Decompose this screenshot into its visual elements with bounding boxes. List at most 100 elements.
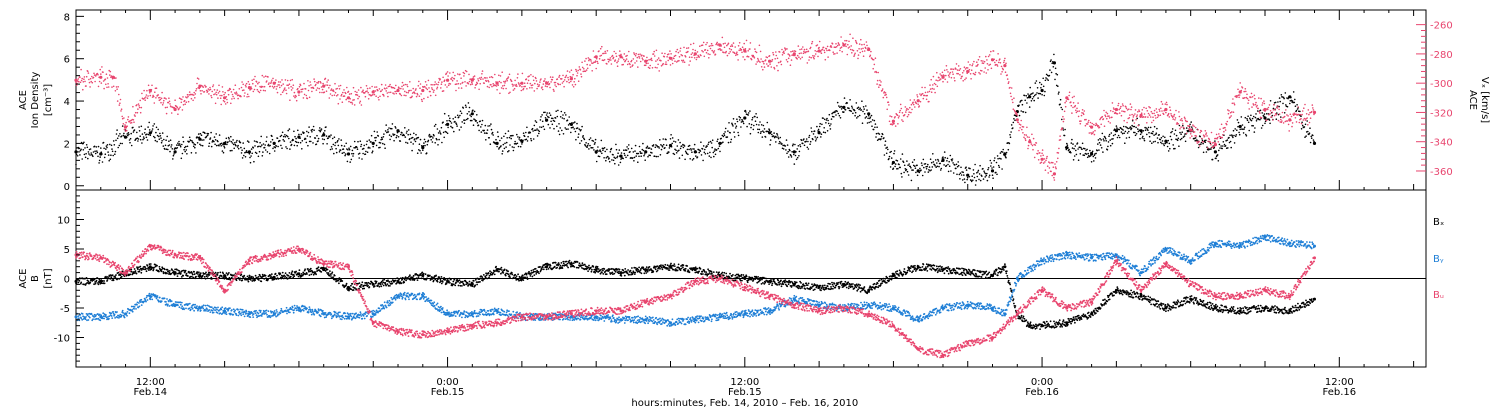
vx-sample	[1073, 95, 1075, 98]
bx-sample	[135, 272, 138, 275]
density-sample	[484, 124, 487, 127]
density-sample	[282, 135, 285, 138]
vx-sample	[469, 83, 472, 86]
vx-sample	[716, 41, 718, 44]
vx-sample	[803, 48, 806, 51]
density-sample	[505, 141, 508, 144]
vx-sample	[588, 59, 590, 62]
density-sample	[594, 141, 596, 144]
vx-series	[74, 33, 1317, 181]
density-sample	[937, 158, 939, 161]
vx-sample	[356, 94, 359, 96]
vx-sample	[681, 54, 684, 57]
density-sample	[1018, 114, 1021, 117]
density-sample	[499, 139, 501, 142]
density-sample	[89, 148, 92, 150]
density-sample	[1090, 161, 1093, 163]
vx-sample	[1262, 109, 1265, 111]
density-sample	[856, 107, 859, 109]
vx-sample	[630, 59, 633, 62]
density-sample	[670, 134, 672, 136]
density-sample	[433, 135, 435, 137]
vx-sample	[1125, 107, 1128, 110]
density-sample	[1282, 102, 1284, 105]
density-sample	[364, 153, 367, 155]
density-sample	[480, 126, 482, 128]
density-sample	[460, 112, 463, 115]
vx-sample	[159, 96, 161, 99]
density-sample	[1211, 158, 1214, 161]
vx-sample	[161, 104, 164, 106]
density-sample	[312, 125, 315, 128]
density-sample	[627, 148, 630, 150]
density-sample	[442, 131, 445, 134]
bx-sample	[193, 270, 196, 273]
density-sample	[213, 140, 215, 143]
vx-sample	[829, 49, 831, 52]
density-sample	[633, 160, 635, 162]
density-sample	[314, 137, 317, 139]
density-sample	[622, 157, 624, 160]
vx-sample	[1128, 108, 1130, 110]
vx-sample	[256, 88, 259, 91]
density-sample	[479, 120, 482, 122]
vx-sample	[257, 82, 259, 85]
vx-sample	[897, 117, 900, 119]
vx-sample	[214, 102, 217, 105]
bx-sample	[115, 274, 117, 276]
density-sample	[388, 134, 391, 136]
density-sample	[637, 161, 639, 163]
vx-sample	[1255, 101, 1257, 104]
vx-sample	[832, 51, 834, 53]
density-sample	[194, 146, 196, 149]
density-sample	[309, 136, 312, 138]
density-sample	[145, 136, 148, 139]
vx-sample	[334, 82, 336, 85]
density-sample	[119, 133, 121, 135]
vx-sample	[118, 93, 120, 96]
vx-sample	[331, 94, 334, 97]
vx-sample	[254, 85, 257, 87]
vx-sample	[1194, 126, 1197, 129]
vx-sample	[305, 94, 308, 97]
density-sample	[398, 130, 400, 133]
vx-sample	[410, 89, 412, 92]
vx-sample	[831, 43, 834, 45]
density-sample	[129, 137, 132, 140]
vx-sample	[1182, 123, 1184, 125]
density-sample	[776, 132, 778, 135]
vx-sample	[474, 87, 476, 89]
density-sample	[500, 145, 502, 147]
vx-sample	[990, 50, 992, 53]
vx-sample	[663, 55, 666, 58]
vx-sample	[1014, 113, 1017, 115]
density-sample	[729, 141, 732, 143]
vx-sample	[1076, 110, 1079, 113]
density-sample	[1232, 129, 1235, 132]
vx-sample	[945, 74, 947, 77]
vx-sample	[670, 57, 673, 59]
density-sample	[559, 116, 562, 118]
vx-sample	[848, 46, 851, 48]
density-sample	[335, 147, 337, 150]
vx-sample	[155, 87, 158, 89]
density-sample	[464, 104, 467, 107]
vx-sample	[800, 52, 802, 54]
vx-sample	[1268, 104, 1271, 106]
density-sample	[347, 153, 350, 156]
vx-sample	[713, 52, 715, 54]
vx-sample	[908, 111, 910, 113]
density-sample	[816, 136, 819, 139]
vx-sample	[312, 87, 315, 90]
vx-sample	[763, 62, 765, 65]
density-sample	[1124, 130, 1127, 133]
density-sample	[389, 138, 391, 141]
density-sample	[872, 128, 875, 131]
vx-sample	[861, 50, 864, 53]
density-sample	[83, 141, 85, 144]
density-sample	[870, 114, 873, 117]
vx-sample	[485, 80, 488, 82]
bx-sample	[228, 272, 230, 274]
density-sample	[890, 157, 893, 159]
vx-sample	[1232, 98, 1234, 100]
